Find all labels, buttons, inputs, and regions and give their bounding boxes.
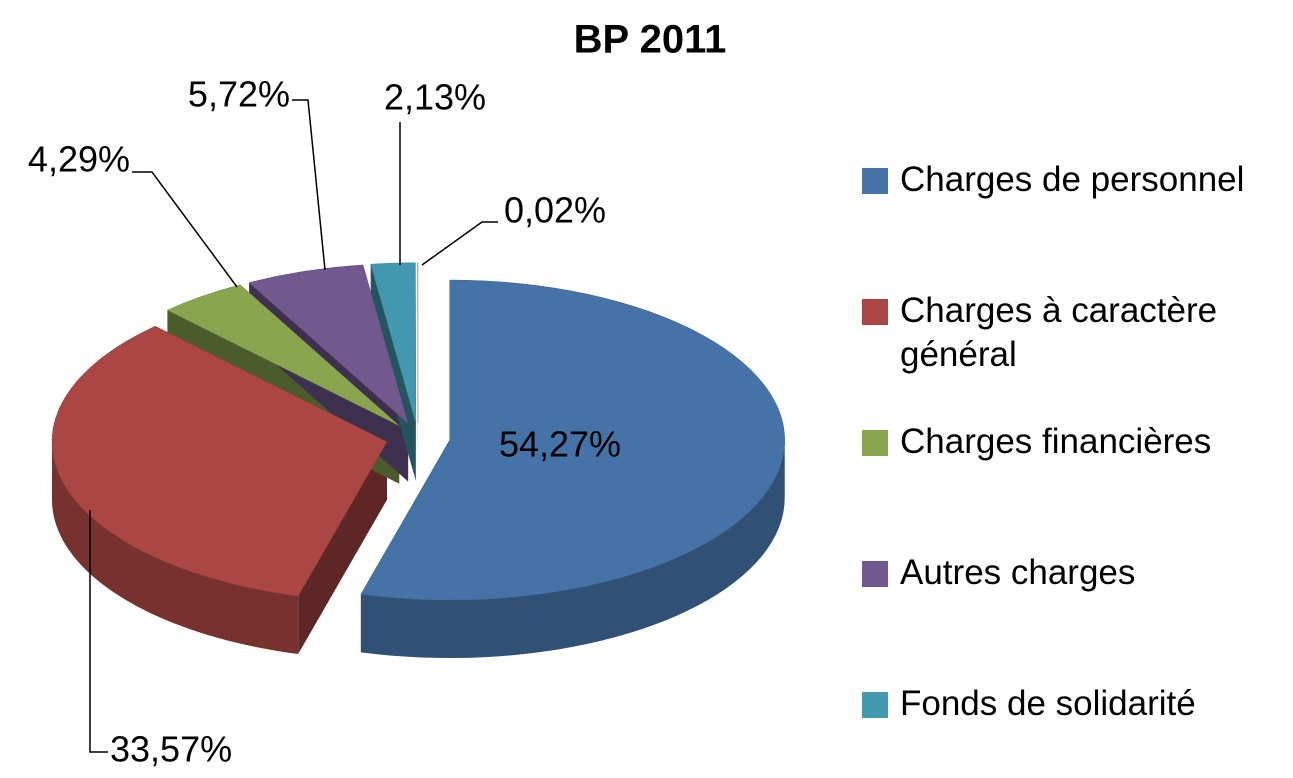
slice xyxy=(166,284,400,426)
slice xyxy=(248,264,409,425)
slice xyxy=(360,279,785,601)
slice-tops xyxy=(51,262,785,601)
legend-label: Charges de personnel xyxy=(900,160,1245,199)
leader-line xyxy=(132,171,238,288)
legend-label: Charges à caractère général xyxy=(900,291,1218,374)
legend-entry: Charges à caractère général xyxy=(862,289,1280,377)
legend-entry: Charges de personnel xyxy=(862,158,1280,202)
leader-line xyxy=(89,510,108,753)
slice-side xyxy=(51,441,299,655)
data-label: 5,72% xyxy=(188,74,290,115)
data-label: 0,02% xyxy=(504,190,606,231)
legend-label: Fonds de solidarité xyxy=(900,684,1196,723)
leader-line xyxy=(421,221,498,266)
legend-swatch xyxy=(862,299,888,325)
data-label: 2,13% xyxy=(384,77,486,118)
data-label: 33,57% xyxy=(110,729,232,770)
chart-title: BP 2011 xyxy=(574,18,727,62)
legend-label: Charges financières xyxy=(900,422,1212,461)
data-label: 54,27% xyxy=(499,424,621,465)
legend-swatch xyxy=(862,430,888,456)
legend-entry: Autres charges xyxy=(862,551,1280,595)
legend-label: Autres charges xyxy=(900,553,1136,592)
legend-entry: Fonds de solidarité xyxy=(862,682,1280,726)
legend-swatch xyxy=(862,692,888,718)
slice-side xyxy=(360,440,785,659)
leader-line xyxy=(292,99,326,271)
slice xyxy=(51,325,388,597)
data-label: 4,29% xyxy=(28,139,130,180)
legend-swatch xyxy=(862,561,888,587)
slice-wall xyxy=(298,441,387,655)
slice xyxy=(370,262,417,423)
legend-swatch xyxy=(862,168,888,194)
legend-entry: Charges financières xyxy=(862,420,1280,464)
